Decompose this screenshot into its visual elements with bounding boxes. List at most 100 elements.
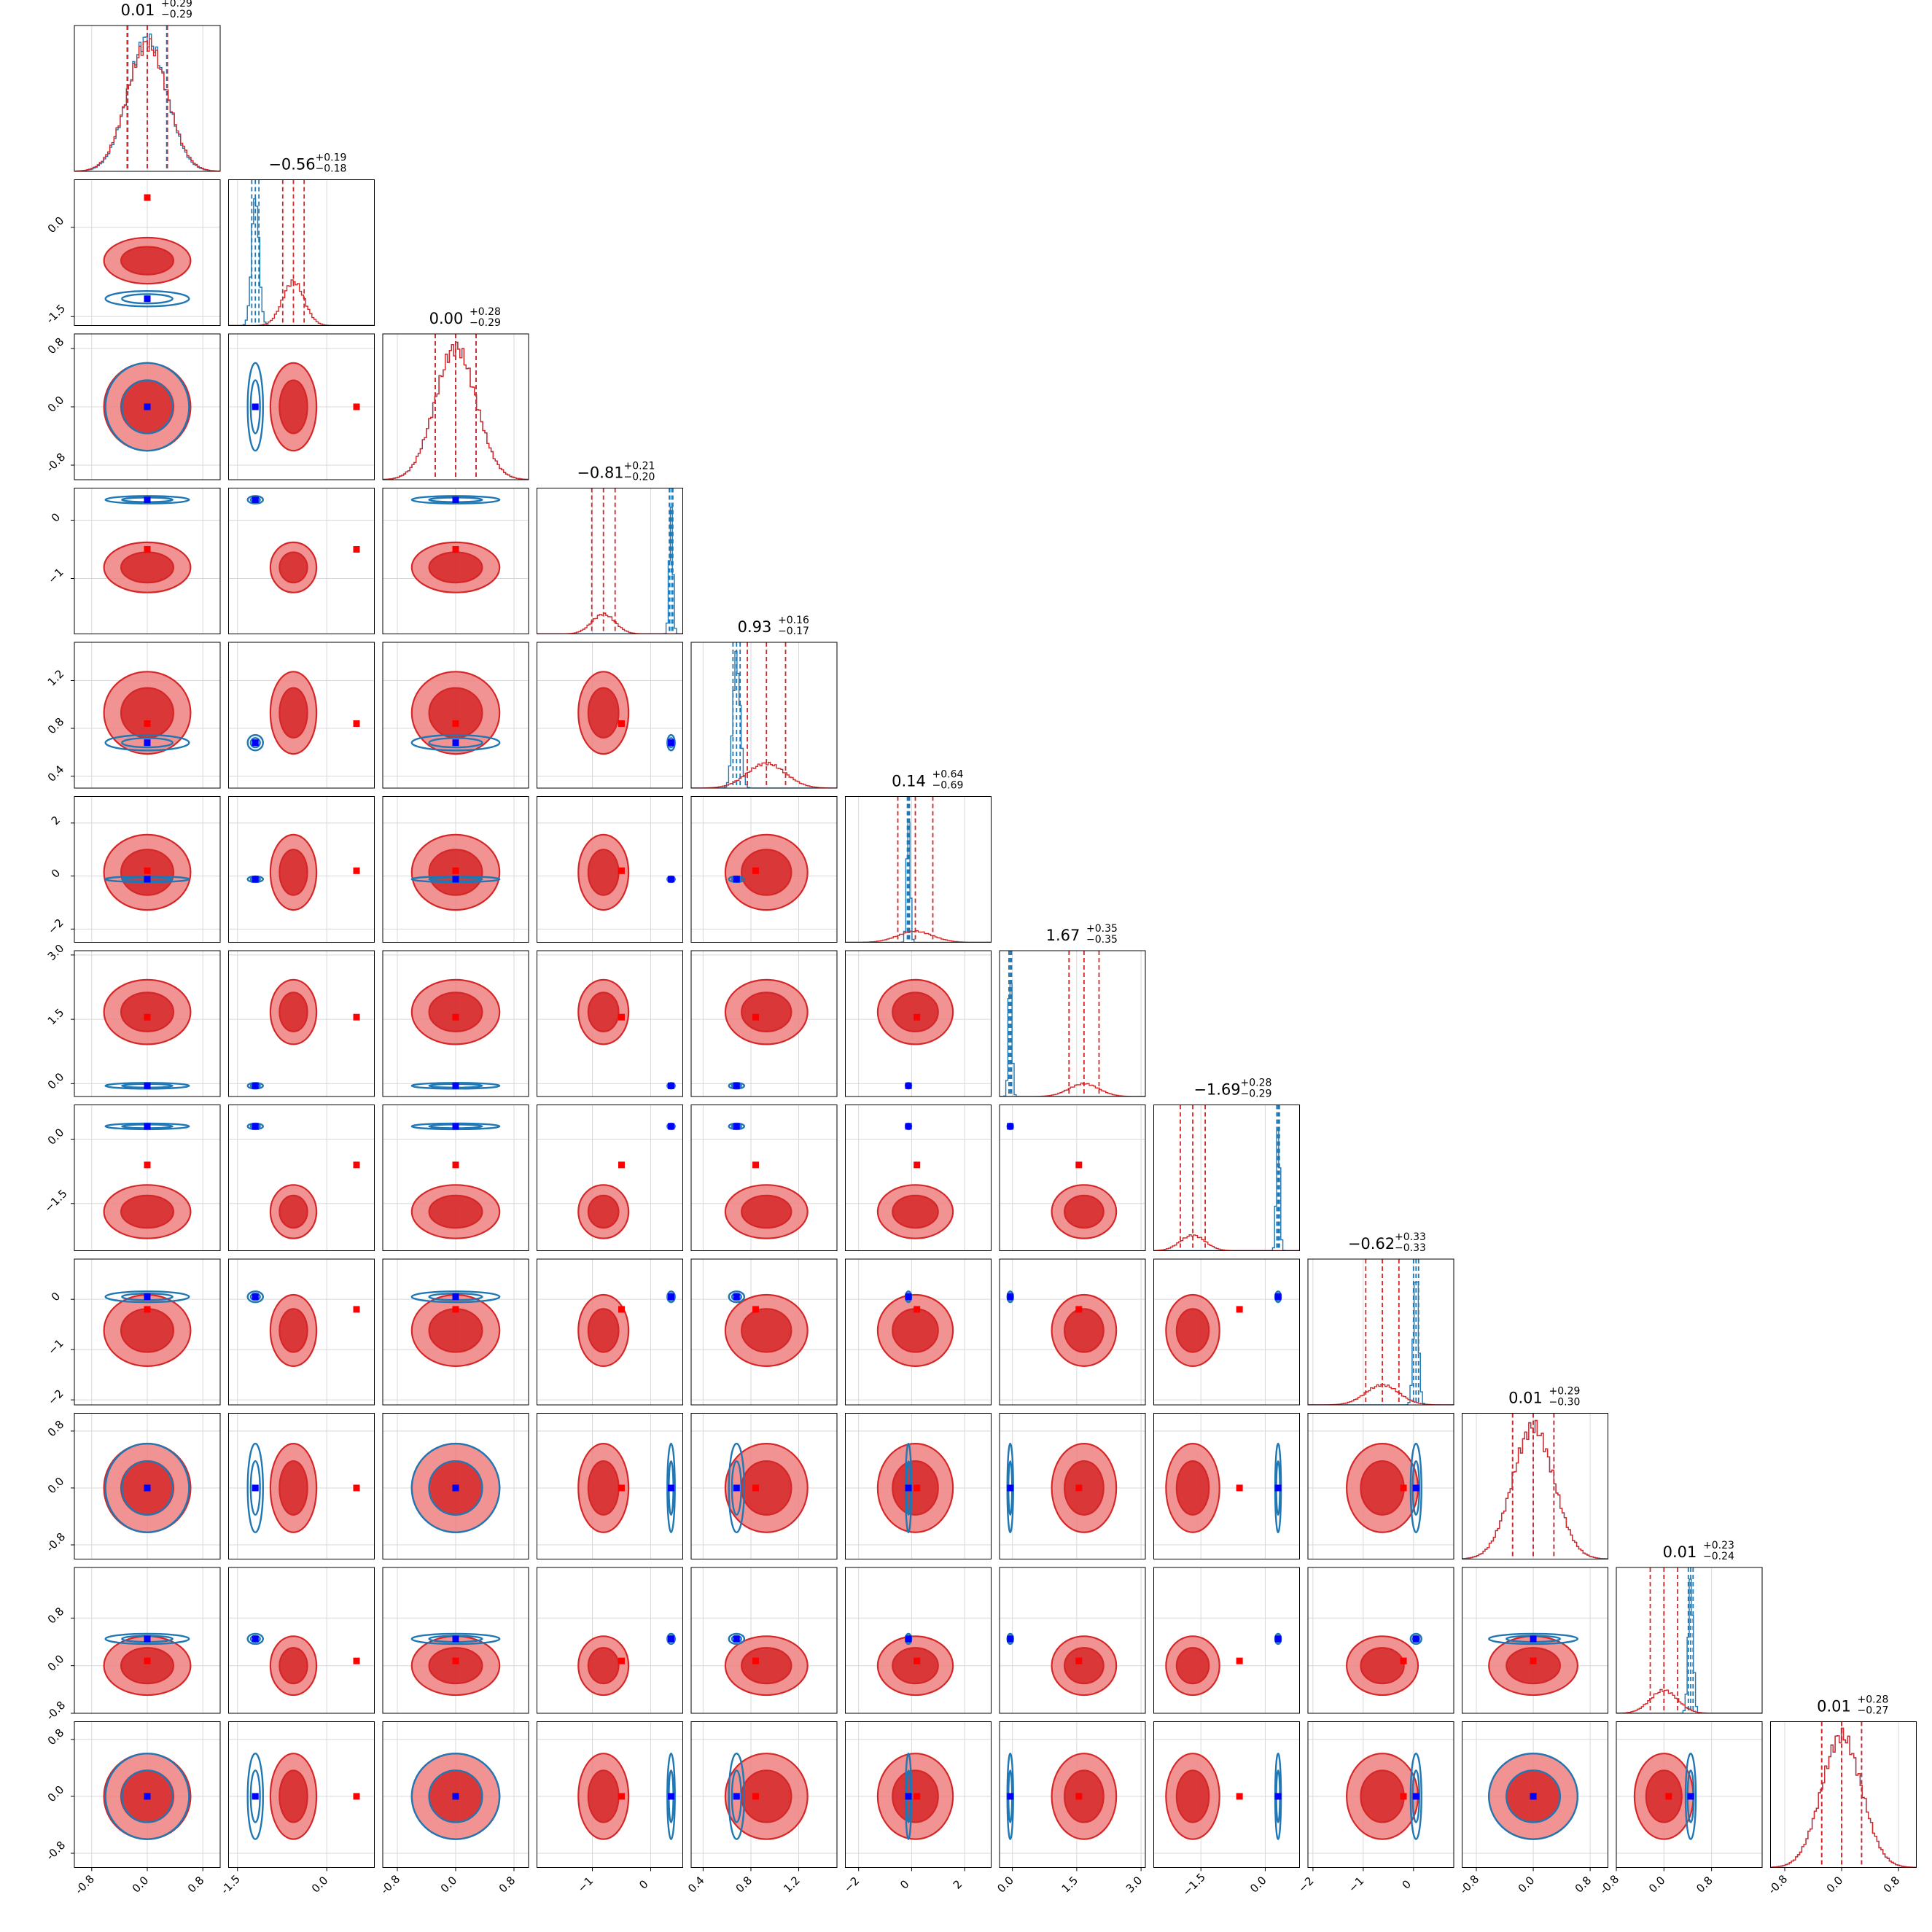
panel-10-7 — [1153, 1567, 1300, 1714]
blue-histogram — [845, 822, 992, 943]
panel-8-4 — [690, 1258, 838, 1406]
blue-marker — [144, 1484, 151, 1492]
panel-frame — [537, 1105, 683, 1251]
red-contour-inner — [120, 551, 175, 584]
title-plus: +0.23 — [1703, 1540, 1734, 1551]
blue-marker — [252, 876, 259, 883]
panel-1-0: -1.5 0.0 — [44, 179, 221, 326]
blue-marker — [1007, 1293, 1014, 1301]
panel-content — [383, 334, 529, 480]
y-tick-label: -0.8 — [44, 1839, 68, 1863]
panel-content — [1308, 1413, 1454, 1559]
panel-10-3 — [537, 1567, 683, 1714]
panel-content — [845, 796, 992, 943]
panel-content — [74, 642, 220, 788]
blue-contour-inner — [249, 737, 261, 749]
panel-frame — [1307, 1721, 1454, 1868]
blue-contour-outer — [246, 1290, 264, 1304]
red-contour-inner — [1175, 1460, 1210, 1516]
blue-marker — [1007, 1793, 1014, 1800]
diag-panel-10: 0.01 +0.23−0.24 — [1616, 1540, 1763, 1714]
panel-content — [74, 1105, 220, 1251]
panel-frame — [690, 1413, 838, 1559]
panel-content — [537, 796, 683, 943]
red-contour-inner — [587, 1194, 620, 1229]
blue-marker — [452, 1082, 459, 1089]
panel-2-0: -0.8 0.0 0.8 — [44, 333, 221, 480]
red-contour-inner — [120, 246, 175, 276]
panel-frame — [690, 1567, 838, 1714]
panel-content — [228, 179, 375, 326]
panel-5-3 — [537, 796, 683, 943]
red-contour-inner — [1360, 1460, 1405, 1516]
diag-panel-9: 0.01 +0.29−0.30 — [1462, 1386, 1608, 1559]
blue-contour-outer — [410, 495, 501, 505]
red-contour-inner — [1360, 1647, 1405, 1685]
y-tick-label: −2 — [45, 916, 66, 937]
panel-content — [228, 334, 375, 480]
blue-contour-inner — [1506, 1769, 1562, 1823]
panel-frame — [228, 1105, 375, 1251]
red-marker — [353, 1484, 360, 1492]
y-tick-label: 0.0 — [45, 214, 67, 235]
blue-contour-outer — [104, 733, 190, 752]
panel-content — [1000, 1259, 1145, 1405]
red-marker — [914, 1657, 921, 1664]
y-tick-label: 0.8 — [45, 335, 67, 357]
blue-marker — [733, 1484, 740, 1492]
red-marker — [353, 720, 360, 727]
panel-11-10: -0.8 0.0 0.8 — [1597, 1721, 1763, 1897]
red-contour-inner — [278, 992, 308, 1032]
panel-frame — [382, 642, 529, 789]
y-tick-label: −2 — [45, 1387, 66, 1407]
y-tick-label: 0.8 — [45, 1726, 67, 1748]
blue-marker — [144, 739, 151, 747]
blue-marker — [668, 1635, 674, 1643]
red-histogram — [1770, 1727, 1917, 1868]
red-marker — [1236, 1657, 1243, 1664]
panel-content — [383, 1721, 529, 1868]
blue-contour-outer — [246, 1632, 264, 1645]
blue-marker — [668, 739, 674, 747]
red-marker — [1400, 1657, 1407, 1664]
x-tick-label: 0.0 — [130, 1874, 152, 1896]
panel-frame — [382, 1567, 529, 1714]
red-histogram — [1153, 1234, 1300, 1251]
panel-7-0: −1.5 0.0 — [42, 1105, 221, 1251]
panel-frame — [228, 1567, 375, 1714]
title-plus: +0.33 — [1395, 1231, 1426, 1243]
panel-frame — [845, 1413, 992, 1559]
red-contour-inner — [120, 1647, 175, 1685]
panel-7-5 — [845, 1105, 992, 1251]
red-marker — [752, 1161, 760, 1169]
red-marker — [914, 1793, 921, 1800]
panel-10-6 — [999, 1567, 1146, 1714]
blue-contour-inner — [249, 1460, 261, 1516]
blue-histogram — [228, 198, 375, 326]
red-contour-inner — [278, 1308, 308, 1353]
panel-content — [1000, 1567, 1145, 1713]
panel-content — [537, 642, 683, 788]
panel-content — [1308, 1721, 1454, 1868]
blue-marker — [1412, 1635, 1419, 1643]
y-tick-label: 0.0 — [45, 1070, 67, 1092]
blue-marker — [144, 1123, 151, 1130]
panel-10-1 — [228, 1567, 375, 1714]
diag-panel-8: −0.62 +0.33−0.33 — [1307, 1231, 1454, 1406]
red-contour-inner — [892, 1647, 939, 1685]
x-tick-label: 0.8 — [733, 1874, 755, 1896]
panel-content — [691, 642, 837, 788]
blue-contour-outer — [1488, 1753, 1579, 1840]
red-marker — [752, 1793, 760, 1800]
diag-panel-7: −1.69 +0.28−0.29 — [1153, 1078, 1300, 1251]
panel-6-0: 0.0 1.5 3.0 — [45, 942, 221, 1097]
panel-frame — [1770, 1721, 1917, 1868]
x-tick-label: -0.8 — [1597, 1872, 1621, 1896]
panel-frame — [74, 179, 221, 326]
red-contour-inner — [120, 1194, 175, 1229]
red-contour-inner — [428, 687, 483, 739]
panel-content — [1153, 1567, 1300, 1713]
blue-histogram — [1153, 1129, 1300, 1251]
panel-content — [537, 1413, 683, 1559]
panel-content — [383, 488, 529, 634]
